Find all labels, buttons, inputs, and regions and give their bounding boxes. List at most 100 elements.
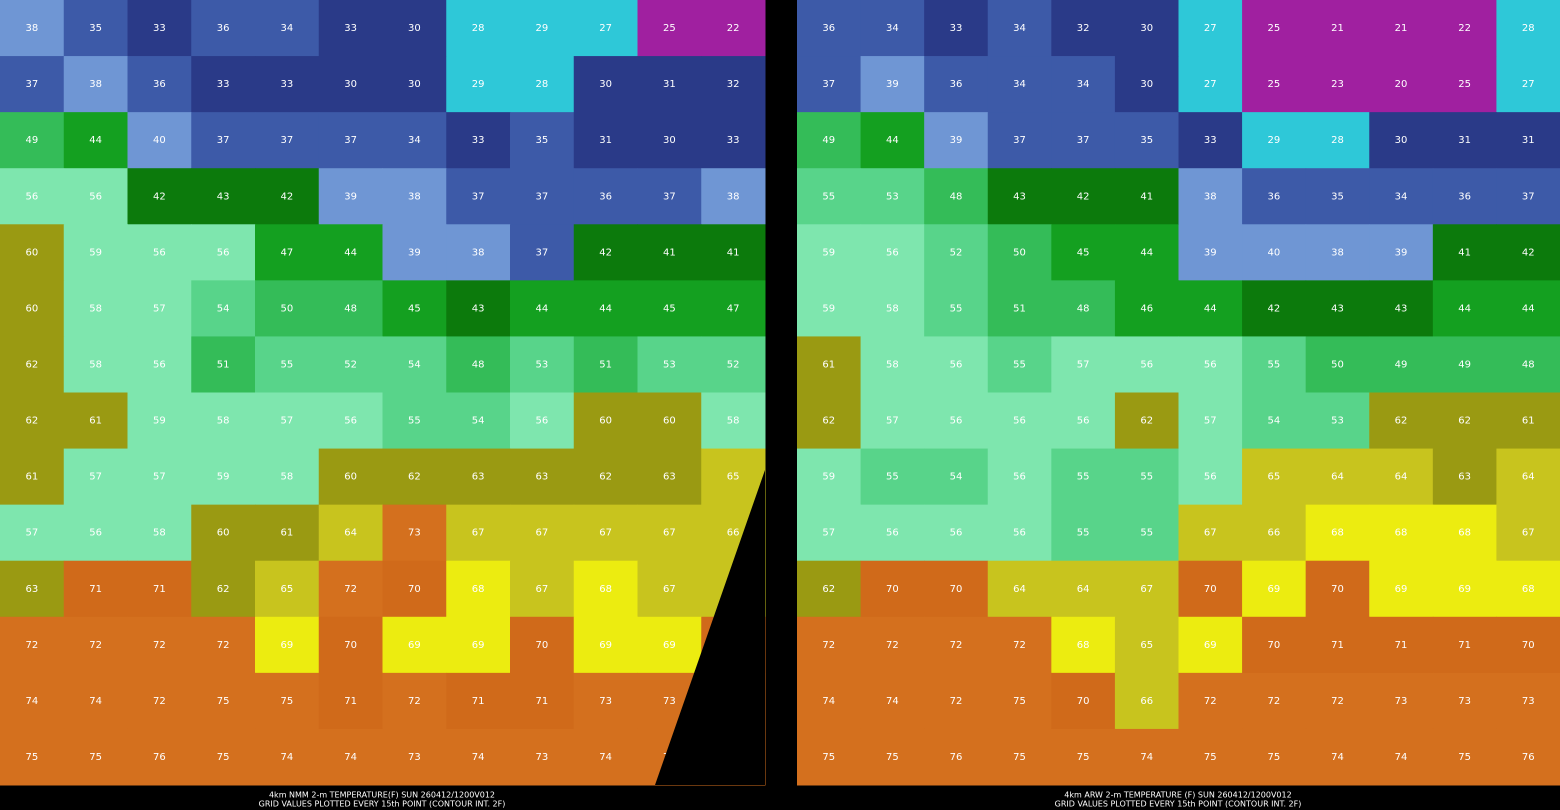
temperature-value: 59 xyxy=(217,472,230,483)
temperature-cell xyxy=(255,336,320,393)
temperature-cell xyxy=(1051,168,1116,225)
temperature-cell xyxy=(318,616,383,674)
temperature-value: 55 xyxy=(1013,359,1026,370)
temperature-cell xyxy=(860,504,925,562)
temperature-cell xyxy=(318,224,383,281)
temperature-cell xyxy=(0,448,65,506)
temperature-cell xyxy=(797,560,862,618)
temperature-cell xyxy=(987,112,1052,169)
temperature-cell xyxy=(1114,728,1179,786)
temperature-value: 72 xyxy=(950,696,963,707)
temperature-value: 39 xyxy=(1395,247,1408,258)
temperature-value: 32 xyxy=(727,79,740,90)
temperature-cell xyxy=(1051,0,1116,57)
temperature-value: 49 xyxy=(822,135,835,146)
temperature-value: 41 xyxy=(1458,247,1471,258)
temperature-cell xyxy=(1496,0,1560,57)
temperature-cell xyxy=(1051,224,1116,281)
temperature-cell xyxy=(0,392,65,450)
temperature-value: 73 xyxy=(536,752,549,763)
temperature-cell xyxy=(318,672,383,730)
temperature-value: 52 xyxy=(344,359,357,370)
temperature-value: 30 xyxy=(663,135,676,146)
temperature-value: 55 xyxy=(886,472,899,483)
temperature-cell xyxy=(0,504,65,562)
temperature-value: 42 xyxy=(599,247,612,258)
temperature-cell xyxy=(1496,392,1560,450)
temperature-value: 21 xyxy=(1395,23,1408,34)
temperature-cell xyxy=(255,0,320,57)
temperature-value: 74 xyxy=(26,696,39,707)
temperature-value: 67 xyxy=(663,528,676,539)
temperature-cell xyxy=(987,392,1052,450)
temperature-value: 57 xyxy=(822,528,835,539)
temperature-value: 32 xyxy=(1077,23,1090,34)
temperature-cell xyxy=(1242,728,1307,786)
temperature-cell xyxy=(1432,280,1497,337)
temperature-cell xyxy=(860,112,925,169)
temperature-cell xyxy=(127,224,192,281)
temperature-cell xyxy=(987,168,1052,225)
temperature-cell xyxy=(1242,504,1307,562)
temperature-value: 69 xyxy=(599,640,612,651)
temperature-cell xyxy=(446,560,511,618)
temperature-value: 68 xyxy=(1395,528,1408,539)
temperature-cell xyxy=(860,448,925,506)
temperature-cell xyxy=(1114,168,1179,225)
temperature-cell xyxy=(1051,112,1116,169)
temperature-value: 73 xyxy=(599,696,612,707)
temperature-value: 39 xyxy=(408,247,421,258)
caption: 4km NMM 2-m TEMPERATURE(F) SUN 260412/12… xyxy=(269,791,495,800)
temperature-cell xyxy=(924,224,989,281)
temperature-value: 69 xyxy=(1204,640,1217,651)
temperature-value: 57 xyxy=(281,416,294,427)
temperature-value: 44 xyxy=(1140,247,1153,258)
temperature-value: 68 xyxy=(1522,584,1535,595)
temperature-value: 74 xyxy=(599,752,612,763)
temperature-value: 40 xyxy=(1268,247,1281,258)
temperature-cell xyxy=(446,728,511,786)
temperature-cell xyxy=(1369,0,1434,57)
temperature-value: 42 xyxy=(1077,191,1090,202)
temperature-value: 73 xyxy=(408,528,421,539)
temperature-value: 37 xyxy=(217,135,230,146)
temperature-value: 62 xyxy=(217,584,230,595)
temperature-value: 44 xyxy=(1522,303,1535,314)
temperature-cell xyxy=(1305,728,1370,786)
temperature-value: 56 xyxy=(950,359,963,370)
temperature-value: 56 xyxy=(1204,472,1217,483)
temperature-value: 64 xyxy=(1395,472,1408,483)
temperature-value: 52 xyxy=(950,247,963,258)
temperature-cell xyxy=(701,224,766,281)
temperature-cell xyxy=(1242,448,1307,506)
temperature-cell xyxy=(127,448,192,506)
temperature-cell xyxy=(1305,560,1370,618)
temperature-cell xyxy=(127,616,192,674)
temperature-value: 71 xyxy=(89,584,102,595)
temperature-value: 72 xyxy=(1013,640,1026,651)
temperature-value: 63 xyxy=(26,584,39,595)
temperature-cell xyxy=(1114,336,1179,393)
temperature-cell xyxy=(382,392,447,450)
temperature-cell xyxy=(1242,560,1307,618)
temperature-cell xyxy=(63,0,128,57)
temperature-cell xyxy=(191,280,256,337)
temperature-value: 39 xyxy=(344,191,357,202)
temperature-cell xyxy=(1305,56,1370,113)
temperature-value: 63 xyxy=(663,472,676,483)
temperature-value: 74 xyxy=(281,752,294,763)
temperature-cell xyxy=(255,448,320,506)
temperature-cell xyxy=(637,616,702,674)
temperature-cell xyxy=(637,112,702,169)
temperature-cell xyxy=(701,392,766,450)
temperature-cell xyxy=(382,560,447,618)
temperature-value: 75 xyxy=(89,752,102,763)
temperature-cell xyxy=(255,112,320,169)
temperature-value: 33 xyxy=(1204,135,1217,146)
temperature-cell xyxy=(637,448,702,506)
temperature-value: 67 xyxy=(663,584,676,595)
temperature-cell xyxy=(573,448,638,506)
temperature-cell xyxy=(860,560,925,618)
temperature-value: 69 xyxy=(1458,584,1471,595)
temperature-value: 38 xyxy=(1331,247,1344,258)
